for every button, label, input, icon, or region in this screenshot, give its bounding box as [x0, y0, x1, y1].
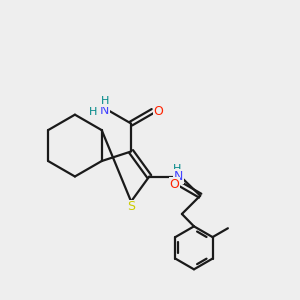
Text: O: O: [153, 104, 163, 118]
Text: N: N: [100, 104, 109, 117]
Text: N: N: [174, 170, 183, 183]
Text: H: H: [89, 107, 98, 117]
Text: O: O: [169, 178, 179, 191]
Text: H: H: [172, 164, 181, 174]
Text: S: S: [127, 200, 135, 213]
Text: H: H: [100, 96, 109, 106]
